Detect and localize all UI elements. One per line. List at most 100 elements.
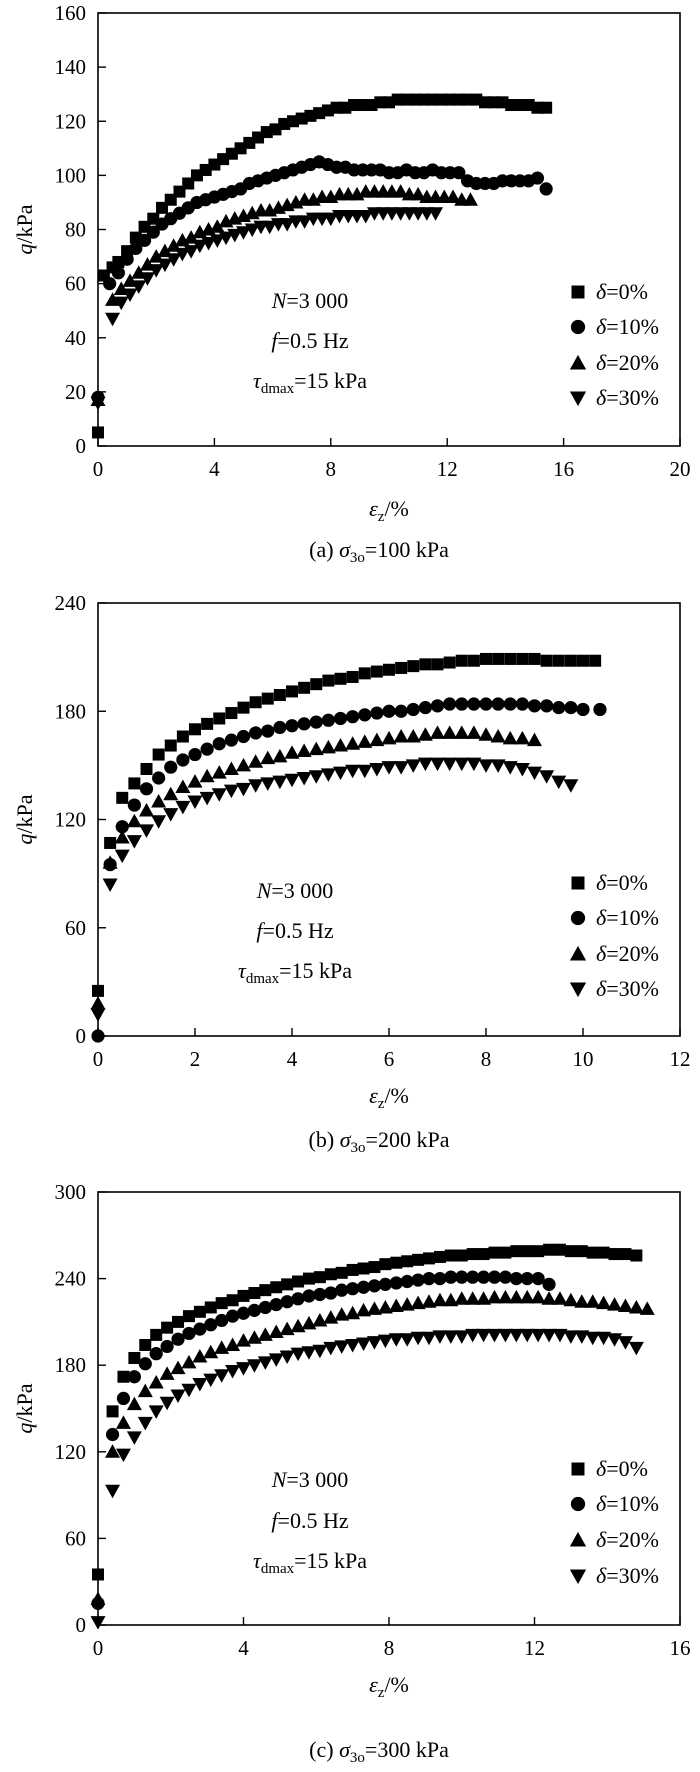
legend-marker [570,910,586,926]
data-point [366,1301,382,1315]
legend-marker [569,1531,587,1547]
data-point [455,1249,468,1262]
data-point [502,761,518,775]
data-point [302,1289,316,1303]
data-point [90,1616,106,1630]
data-point [607,1297,623,1311]
data-point [444,1270,458,1284]
data-point [164,739,177,752]
x-tick-label: 16 [670,1636,691,1660]
data-point [105,312,121,327]
x-tick-label: 10 [573,1047,594,1071]
legend-label: δ=10% [596,1491,659,1516]
data-point [356,1280,371,1294]
y-tick-label: 140 [55,55,87,79]
data-point [617,1336,633,1350]
data-point [308,770,324,784]
data-point [302,1272,315,1285]
data-point [323,1310,339,1324]
data-point [388,1298,404,1313]
data-point [90,1008,106,1022]
chart-panel-3: 0 4 8 12 16 0 60 120 180 240 300 εz/% q/kPa N=3 000 f=… [12,1180,691,1766]
data-point [218,231,234,246]
data-point [419,658,432,671]
data-point [284,773,300,788]
legend-marker [569,1569,587,1585]
y-tick-label: 80 [65,218,86,242]
data-point [181,1354,197,1369]
data-point [390,1256,403,1269]
data-point [433,1272,447,1286]
data-point [596,1331,612,1346]
data-point [312,1344,328,1359]
data-point [214,1369,230,1383]
data-point [405,759,421,773]
data-point [212,737,226,751]
legend-marker [569,391,587,407]
data-point [356,1337,372,1352]
data-point [455,654,468,667]
data-point [499,1246,512,1259]
data-point [454,757,470,772]
data-point [333,766,348,781]
data-point [564,654,577,667]
chart-panel-1: 0 4 8 12 16 20 0 20 40 60 80 100 120 140 160 εz/% q/kPa N… [12,1,691,566]
data-point [236,782,251,797]
data-point [515,697,529,711]
series-4 [90,207,444,411]
legend-marker [569,354,587,370]
annotation-line: N=3 000 [256,878,334,903]
y-tick-label: 100 [55,163,87,187]
data-point [193,1305,206,1318]
data-point [92,426,104,439]
data-point [574,1330,590,1344]
data-point [553,1243,566,1256]
data-point [370,706,384,720]
data-point [531,1272,545,1286]
data-point [103,277,117,291]
data-point [236,1333,251,1347]
data-point [236,757,251,772]
legend-label: δ=10% [596,314,659,339]
data-point [389,1276,403,1290]
data-point [466,1270,480,1284]
data-point [527,699,542,713]
y-tick-label: 60 [65,1526,86,1550]
data-point [192,1377,208,1392]
data-point [399,1297,415,1311]
series-2 [91,1270,556,1610]
data-point [405,729,421,743]
data-point [126,813,142,828]
data-point [215,1297,228,1310]
legend-marker [571,285,585,299]
data-point [335,1266,348,1279]
data-point [491,697,505,711]
data-point [260,750,276,765]
series-3 [90,1289,655,1606]
data-point [431,658,444,671]
annotation-line: N=3 000 [271,288,349,313]
data-point [201,237,217,251]
y-axis-label: q/kPa [12,204,37,254]
data-point [312,1312,328,1327]
data-point [174,247,190,262]
data-point [175,800,191,815]
x-tick-label: 0 [93,457,104,481]
y-axis-label: q/kPa [12,1383,37,1433]
data-point [442,725,458,739]
annotation-line: τdmax=15 kPa [253,368,367,397]
x-tick-label: 2 [190,1047,201,1071]
data-point [563,779,579,793]
data-point [309,715,323,729]
y-tick-label: 20 [65,380,86,404]
x-axis-label: εz/% [369,496,409,525]
plot-frame [97,12,681,447]
legend-marker [569,945,587,961]
data-point [170,1360,186,1375]
data-point [172,1315,185,1328]
data-point [498,1270,512,1284]
data-point [308,741,324,756]
data-point [422,1272,436,1286]
data-point [106,1405,119,1418]
data-point [410,186,426,201]
